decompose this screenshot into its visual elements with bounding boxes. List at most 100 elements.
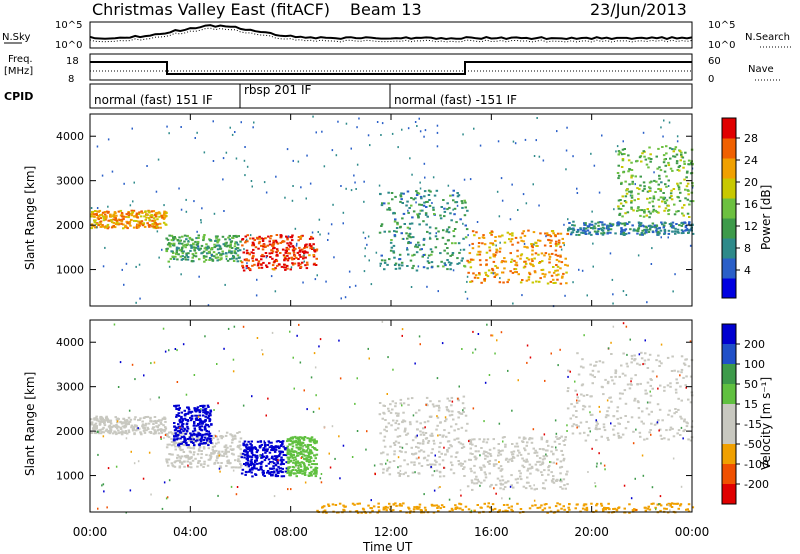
velocity-cell <box>175 415 178 418</box>
velocity-cell <box>308 451 312 454</box>
velocity-cell <box>116 425 119 428</box>
power-cell <box>298 250 301 253</box>
velocity-cell <box>307 463 311 466</box>
power-cell <box>408 207 411 209</box>
velocity-cell <box>607 507 610 510</box>
power-cell <box>593 230 597 233</box>
power-cell <box>445 230 448 233</box>
power-cell <box>426 230 429 233</box>
power-cell <box>262 245 265 248</box>
velocity-cell <box>175 438 179 441</box>
velocity-cell <box>473 455 477 458</box>
velocity-noise <box>106 506 108 509</box>
velocity-cell <box>394 428 397 431</box>
velocity-cell <box>147 428 150 431</box>
velocity-cell <box>300 461 304 464</box>
velocity-noise <box>314 366 317 369</box>
power-cell <box>630 169 634 171</box>
velocity-cell <box>391 400 395 403</box>
velocity-cell <box>405 443 408 446</box>
velocity-cell <box>184 413 187 416</box>
velocity-cell <box>595 420 598 423</box>
velocity-cell <box>685 358 688 361</box>
velocity-cell <box>677 429 681 432</box>
velocity-cell <box>383 412 386 415</box>
power-cell <box>663 170 667 173</box>
power-noise <box>311 231 314 234</box>
velocity-cell <box>522 437 526 440</box>
velocity-cell <box>141 420 144 423</box>
velocity-cell <box>194 414 197 417</box>
power-noise <box>90 207 93 209</box>
power-cell <box>578 233 581 236</box>
velocity-cell <box>107 431 111 434</box>
velocity-cell <box>591 413 594 416</box>
power-cell <box>178 242 182 245</box>
power-cell <box>165 250 169 253</box>
velocity-cell <box>672 435 676 438</box>
power-noise <box>512 140 515 143</box>
power-cell <box>667 213 670 216</box>
power-noise <box>291 199 294 202</box>
velocity-cell <box>178 459 182 462</box>
power-cell <box>419 248 422 251</box>
velocity-cell <box>512 486 515 489</box>
power-noise <box>158 256 160 259</box>
velocity-cell <box>238 431 241 434</box>
power-noise <box>180 126 182 128</box>
power-cell <box>127 214 131 217</box>
power-cell <box>538 262 541 264</box>
power-cell <box>422 266 426 269</box>
velocity-noise <box>567 375 569 378</box>
power-cell <box>677 166 681 169</box>
power-cell <box>265 255 269 258</box>
velocity-cell <box>190 456 193 459</box>
power-cell <box>651 222 655 225</box>
velocity-cell <box>385 426 388 429</box>
power-noise <box>255 294 258 297</box>
velocity-cell <box>177 442 180 445</box>
velocity-cell <box>394 412 398 415</box>
velocity-cell <box>312 439 315 442</box>
velocity-cell <box>182 435 186 438</box>
power-cell <box>286 254 289 257</box>
velocity-noise <box>656 421 659 424</box>
power-noise <box>676 140 679 143</box>
power-noise <box>306 154 308 157</box>
velocity-cell <box>467 508 471 511</box>
power-cell <box>202 250 206 253</box>
power-noise <box>586 294 588 297</box>
velocity-cell <box>426 404 429 407</box>
velocity-cell <box>270 441 273 444</box>
power-cell <box>157 211 161 214</box>
power-cell <box>456 257 459 260</box>
power-colorbar-tick: 8 <box>744 242 751 255</box>
velocity-noise <box>320 473 323 475</box>
velocity-cell <box>441 459 445 462</box>
velocity-noise <box>439 486 441 488</box>
power-noise <box>686 227 689 230</box>
velocity-cell <box>156 429 159 432</box>
velocity-cell <box>498 479 502 482</box>
power-noise <box>132 200 134 203</box>
velocity-cell <box>575 410 578 412</box>
velocity-cell <box>287 458 290 461</box>
velocity-cell <box>679 385 682 388</box>
velocity-cell <box>434 463 437 466</box>
velocity-cell <box>683 428 686 431</box>
velocity-noise <box>433 470 436 473</box>
power-noise <box>364 237 367 240</box>
velocity-cell <box>199 438 202 441</box>
velocity-cell <box>236 445 240 448</box>
velocity-cell <box>425 396 429 399</box>
power-cell <box>140 210 143 213</box>
velocity-cell <box>567 387 570 390</box>
velocity-cell <box>294 458 298 461</box>
power-cell <box>245 252 249 255</box>
power-cell <box>514 236 518 239</box>
power-noise <box>419 130 422 133</box>
power-cell <box>649 160 652 163</box>
velocity-cell <box>296 469 299 472</box>
velocity-cell <box>200 429 204 432</box>
velocity-cell <box>206 464 210 467</box>
